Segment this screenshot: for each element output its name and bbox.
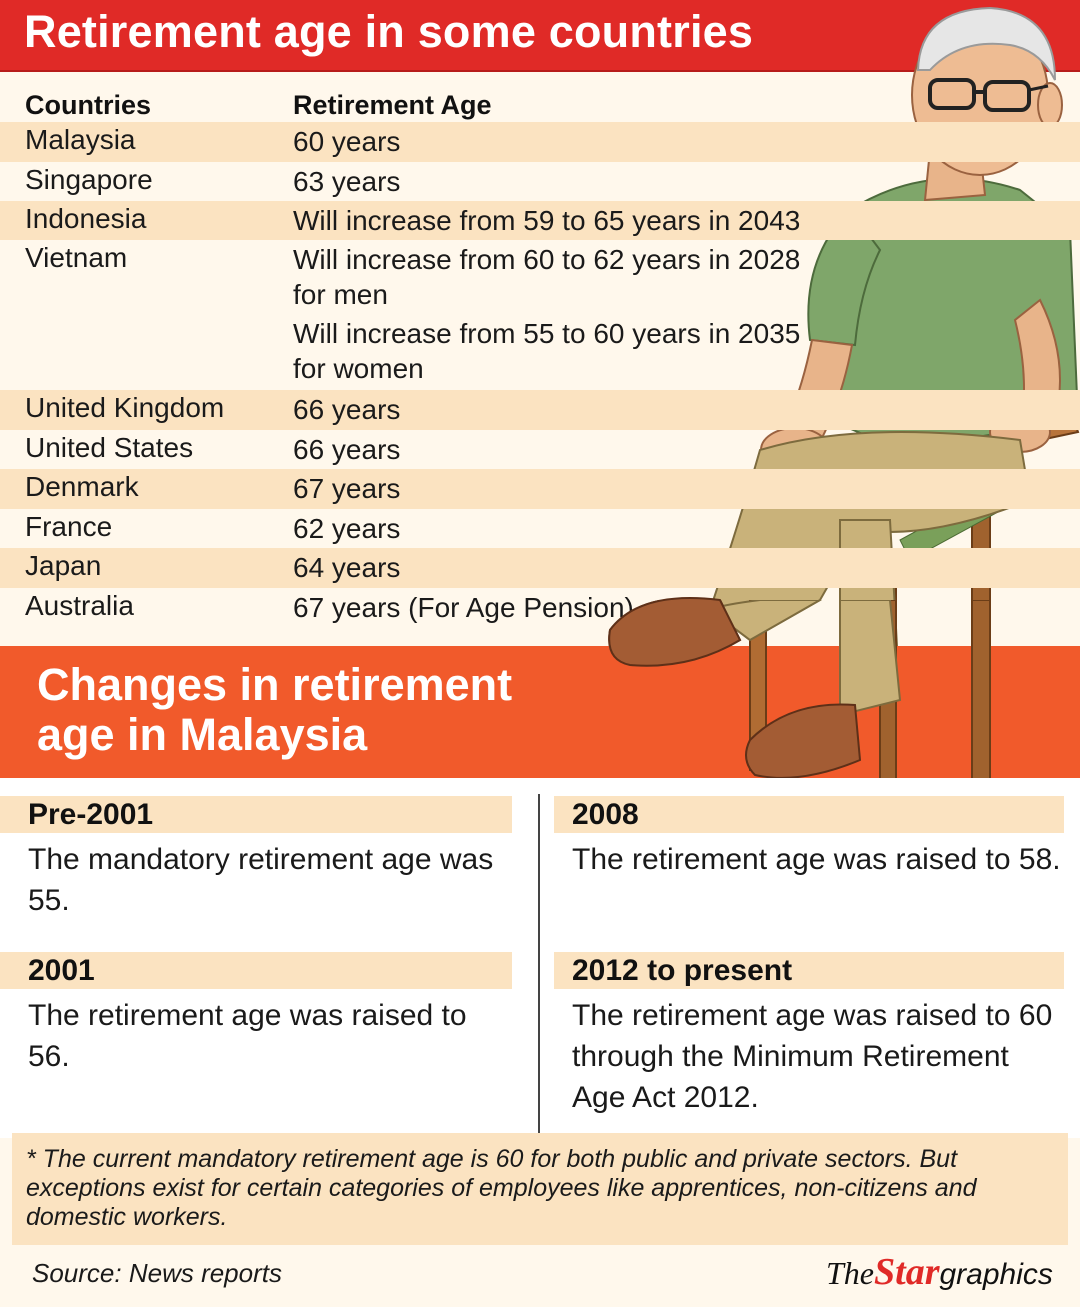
table-row: Denmark 67 years [0,469,1080,509]
title-band: Retirement age in some countries [0,0,1080,72]
era-label: 2008 [554,796,1064,833]
age-line: for women [293,353,424,384]
country-cell: France [25,511,113,542]
country-cell: Vietnam [25,242,128,273]
age-cell: Will increase from 60 to 62 years in 202… [293,242,833,386]
table-row: Australia 67 years (For Age Pension) [0,588,1080,627]
table-row: United Kingdom 66 years [0,390,1080,430]
illustration-overlay [608,600,991,781]
table-row: France 62 years [0,509,1080,548]
table-row: Indonesia Will increase from 59 to 65 ye… [0,201,1080,240]
logo-graphics: graphics [939,1258,1053,1291]
age-cell: 67 years [293,473,401,504]
era-text: The retirement age was raised to 60 thro… [572,999,1053,1114]
age-cell: 66 years [293,434,401,465]
era-label: Pre-2001 [0,796,512,833]
age-cell: Will increase from 59 to 65 years in 204… [293,205,801,236]
age-cell: 63 years [293,166,401,197]
logo-star: Star [874,1251,940,1293]
era-2008: 2008 The retirement age was raised to 58… [554,796,1064,880]
era-label: 2001 [0,952,512,989]
era-2001: 2001 The retirement age was raised to 56… [0,952,512,1077]
table-row: United States 66 years [0,430,1080,469]
country-cell: Malaysia [25,124,136,155]
age-line: Will increase from 55 to 60 years in 203… [293,318,801,349]
table-header: Countries Retirement Age [0,84,1080,122]
country-cell: Australia [25,590,134,621]
column-divider [538,794,540,1134]
retirement-age-table: Countries Retirement Age Malaysia 60 yea… [0,84,1080,627]
era-text: The mandatory retirement age was 55. [28,843,494,917]
source-credit: Source: News reports [32,1258,282,1288]
table-row: Japan 64 years [0,548,1080,588]
table-row: Malaysia 60 years [0,122,1080,162]
malaysia-timeline: Pre-2001 The mandatory retirement age wa… [0,778,1080,1138]
era-label: 2012 to present [554,952,1064,989]
column-header-countries: Countries [25,90,152,120]
age-cell: 62 years [293,513,401,544]
page-title: Retirement age in some countries [24,6,754,57]
the-star-graphics-logo: TheStargraphics [826,1250,1053,1294]
age-line: for men [293,279,388,310]
country-cell: Denmark [25,471,139,502]
age-line: Will increase from 60 to 62 years in 202… [293,244,801,275]
era-text: The retirement age was raised to 58. [572,843,1061,876]
era-pre-2001: Pre-2001 The mandatory retirement age wa… [0,796,512,921]
country-cell: Indonesia [25,203,147,234]
era-text: The retirement age was raised to 56. [28,999,467,1073]
changes-heading-band: Changes in retirement age in Malaysia [0,646,1080,778]
footnote-text: * The current mandatory retirement age i… [26,1145,977,1231]
era-2012-to-present: 2012 to present The retirement age was r… [554,952,1064,1118]
table-row: Vietnam Will increase from 60 to 62 year… [0,240,1080,390]
footnote-box: * The current mandatory retirement age i… [12,1133,1068,1245]
table-row: Singapore 63 years [0,162,1080,201]
country-cell: United States [25,432,194,463]
column-header-retirement-age: Retirement Age [293,90,492,120]
age-cell: 64 years [293,552,401,583]
age-cell: 66 years [293,394,401,425]
country-cell: Singapore [25,164,153,195]
age-cell: 60 years [293,126,401,157]
country-cell: United Kingdom [25,392,225,423]
logo-the: The [826,1255,874,1291]
age-cell: 67 years (For Age Pension) [293,592,634,623]
changes-heading: Changes in retirement age in Malaysia [37,659,513,760]
country-cell: Japan [25,550,102,581]
